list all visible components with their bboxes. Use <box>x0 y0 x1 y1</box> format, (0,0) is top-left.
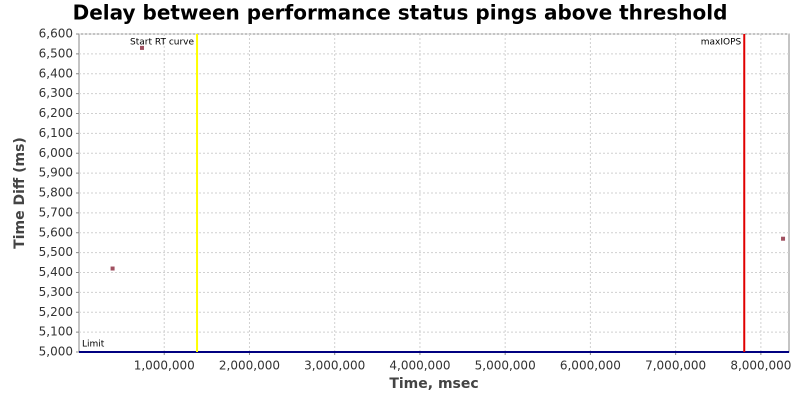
point <box>781 236 786 241</box>
y-tick-label: 5,300 <box>39 285 73 299</box>
y-tick-label: 5,600 <box>39 225 73 239</box>
marker-label: maxIOPS <box>701 38 742 48</box>
y-tick-label: 5,700 <box>39 205 73 219</box>
plot-area <box>78 33 790 353</box>
y-tick-label: 6,600 <box>39 27 73 41</box>
marker-label: Start RT curve <box>130 38 194 48</box>
y-tick-label: 5,500 <box>39 245 73 259</box>
y-tick-label: 5,900 <box>39 166 73 180</box>
x-tick-label: 6,000,000 <box>560 359 621 373</box>
y-tick-label: 6,400 <box>39 66 73 80</box>
y-tick-label: 5,000 <box>39 345 73 359</box>
x-tick-label: 1,000,000 <box>134 359 195 373</box>
x-tick-label: 5,000,000 <box>475 359 536 373</box>
y-tick-label: 6,000 <box>39 146 73 160</box>
y-tick-label: 5,800 <box>39 186 73 200</box>
chart-title: Delay between performance status pings a… <box>73 1 728 25</box>
y-tick-label: 5,400 <box>39 265 73 279</box>
y-tick-label: 5,100 <box>39 325 73 339</box>
threshold-label: Limit <box>82 340 105 350</box>
x-axis-label: Time, msec <box>389 376 478 392</box>
x-tick-label: 8,000,000 <box>730 359 791 373</box>
x-tick-label: 3,000,000 <box>304 359 365 373</box>
y-axis-label: Time Diff (ms) <box>12 137 28 249</box>
y-tick-label: 6,500 <box>39 46 73 60</box>
x-tick-label: 7,000,000 <box>645 359 706 373</box>
y-tick-label: 5,200 <box>39 305 73 319</box>
y-tick-label: 6,200 <box>39 106 73 120</box>
point <box>110 266 115 271</box>
x-tick-label: 2,000,000 <box>219 359 280 373</box>
y-tick-label: 6,100 <box>39 126 73 140</box>
point <box>139 45 144 50</box>
y-tick-label: 6,300 <box>39 86 73 100</box>
x-tick-label: 4,000,000 <box>389 359 450 373</box>
